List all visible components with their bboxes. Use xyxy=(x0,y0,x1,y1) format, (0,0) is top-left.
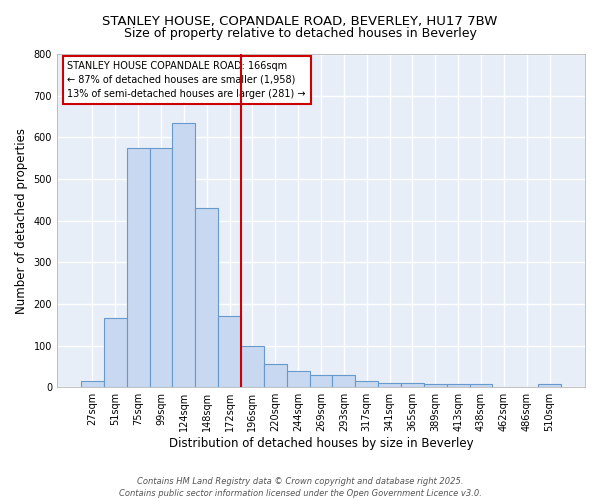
Bar xyxy=(264,364,287,387)
Bar xyxy=(241,346,264,387)
Bar xyxy=(195,208,218,387)
Bar xyxy=(149,148,172,387)
Bar xyxy=(332,374,355,387)
Bar xyxy=(218,316,241,387)
Text: STANLEY HOUSE COPANDALE ROAD: 166sqm
← 87% of detached houses are smaller (1,958: STANLEY HOUSE COPANDALE ROAD: 166sqm ← 8… xyxy=(67,60,306,98)
Y-axis label: Number of detached properties: Number of detached properties xyxy=(15,128,28,314)
X-axis label: Distribution of detached houses by size in Beverley: Distribution of detached houses by size … xyxy=(169,437,473,450)
Bar xyxy=(172,122,195,387)
Text: Contains HM Land Registry data © Crown copyright and database right 2025.
Contai: Contains HM Land Registry data © Crown c… xyxy=(119,476,481,498)
Bar xyxy=(470,384,493,387)
Bar xyxy=(310,374,332,387)
Text: STANLEY HOUSE, COPANDALE ROAD, BEVERLEY, HU17 7BW: STANLEY HOUSE, COPANDALE ROAD, BEVERLEY,… xyxy=(103,15,497,28)
Bar xyxy=(538,384,561,387)
Bar xyxy=(401,383,424,387)
Bar xyxy=(446,384,470,387)
Bar xyxy=(104,318,127,387)
Bar xyxy=(424,384,446,387)
Bar xyxy=(287,370,310,387)
Text: Size of property relative to detached houses in Beverley: Size of property relative to detached ho… xyxy=(124,28,476,40)
Bar xyxy=(378,383,401,387)
Bar xyxy=(355,381,378,387)
Bar xyxy=(127,148,149,387)
Bar xyxy=(81,381,104,387)
